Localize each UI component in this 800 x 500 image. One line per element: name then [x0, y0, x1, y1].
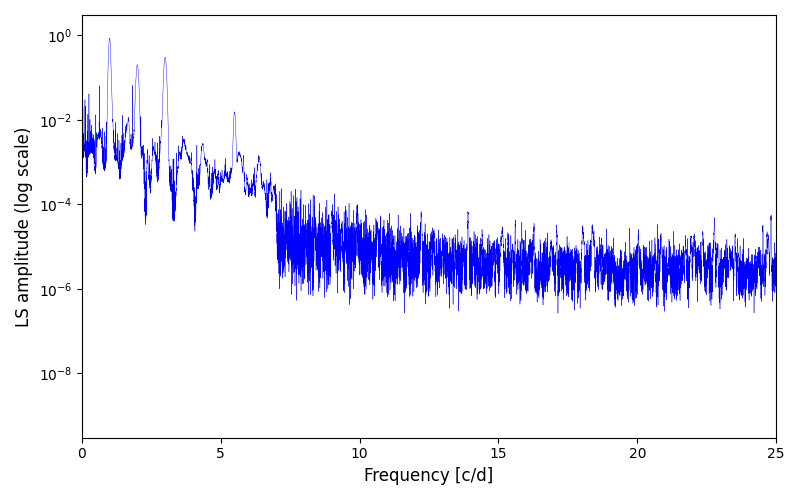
- Y-axis label: LS amplitude (log scale): LS amplitude (log scale): [15, 126, 33, 326]
- X-axis label: Frequency [c/d]: Frequency [c/d]: [364, 467, 494, 485]
